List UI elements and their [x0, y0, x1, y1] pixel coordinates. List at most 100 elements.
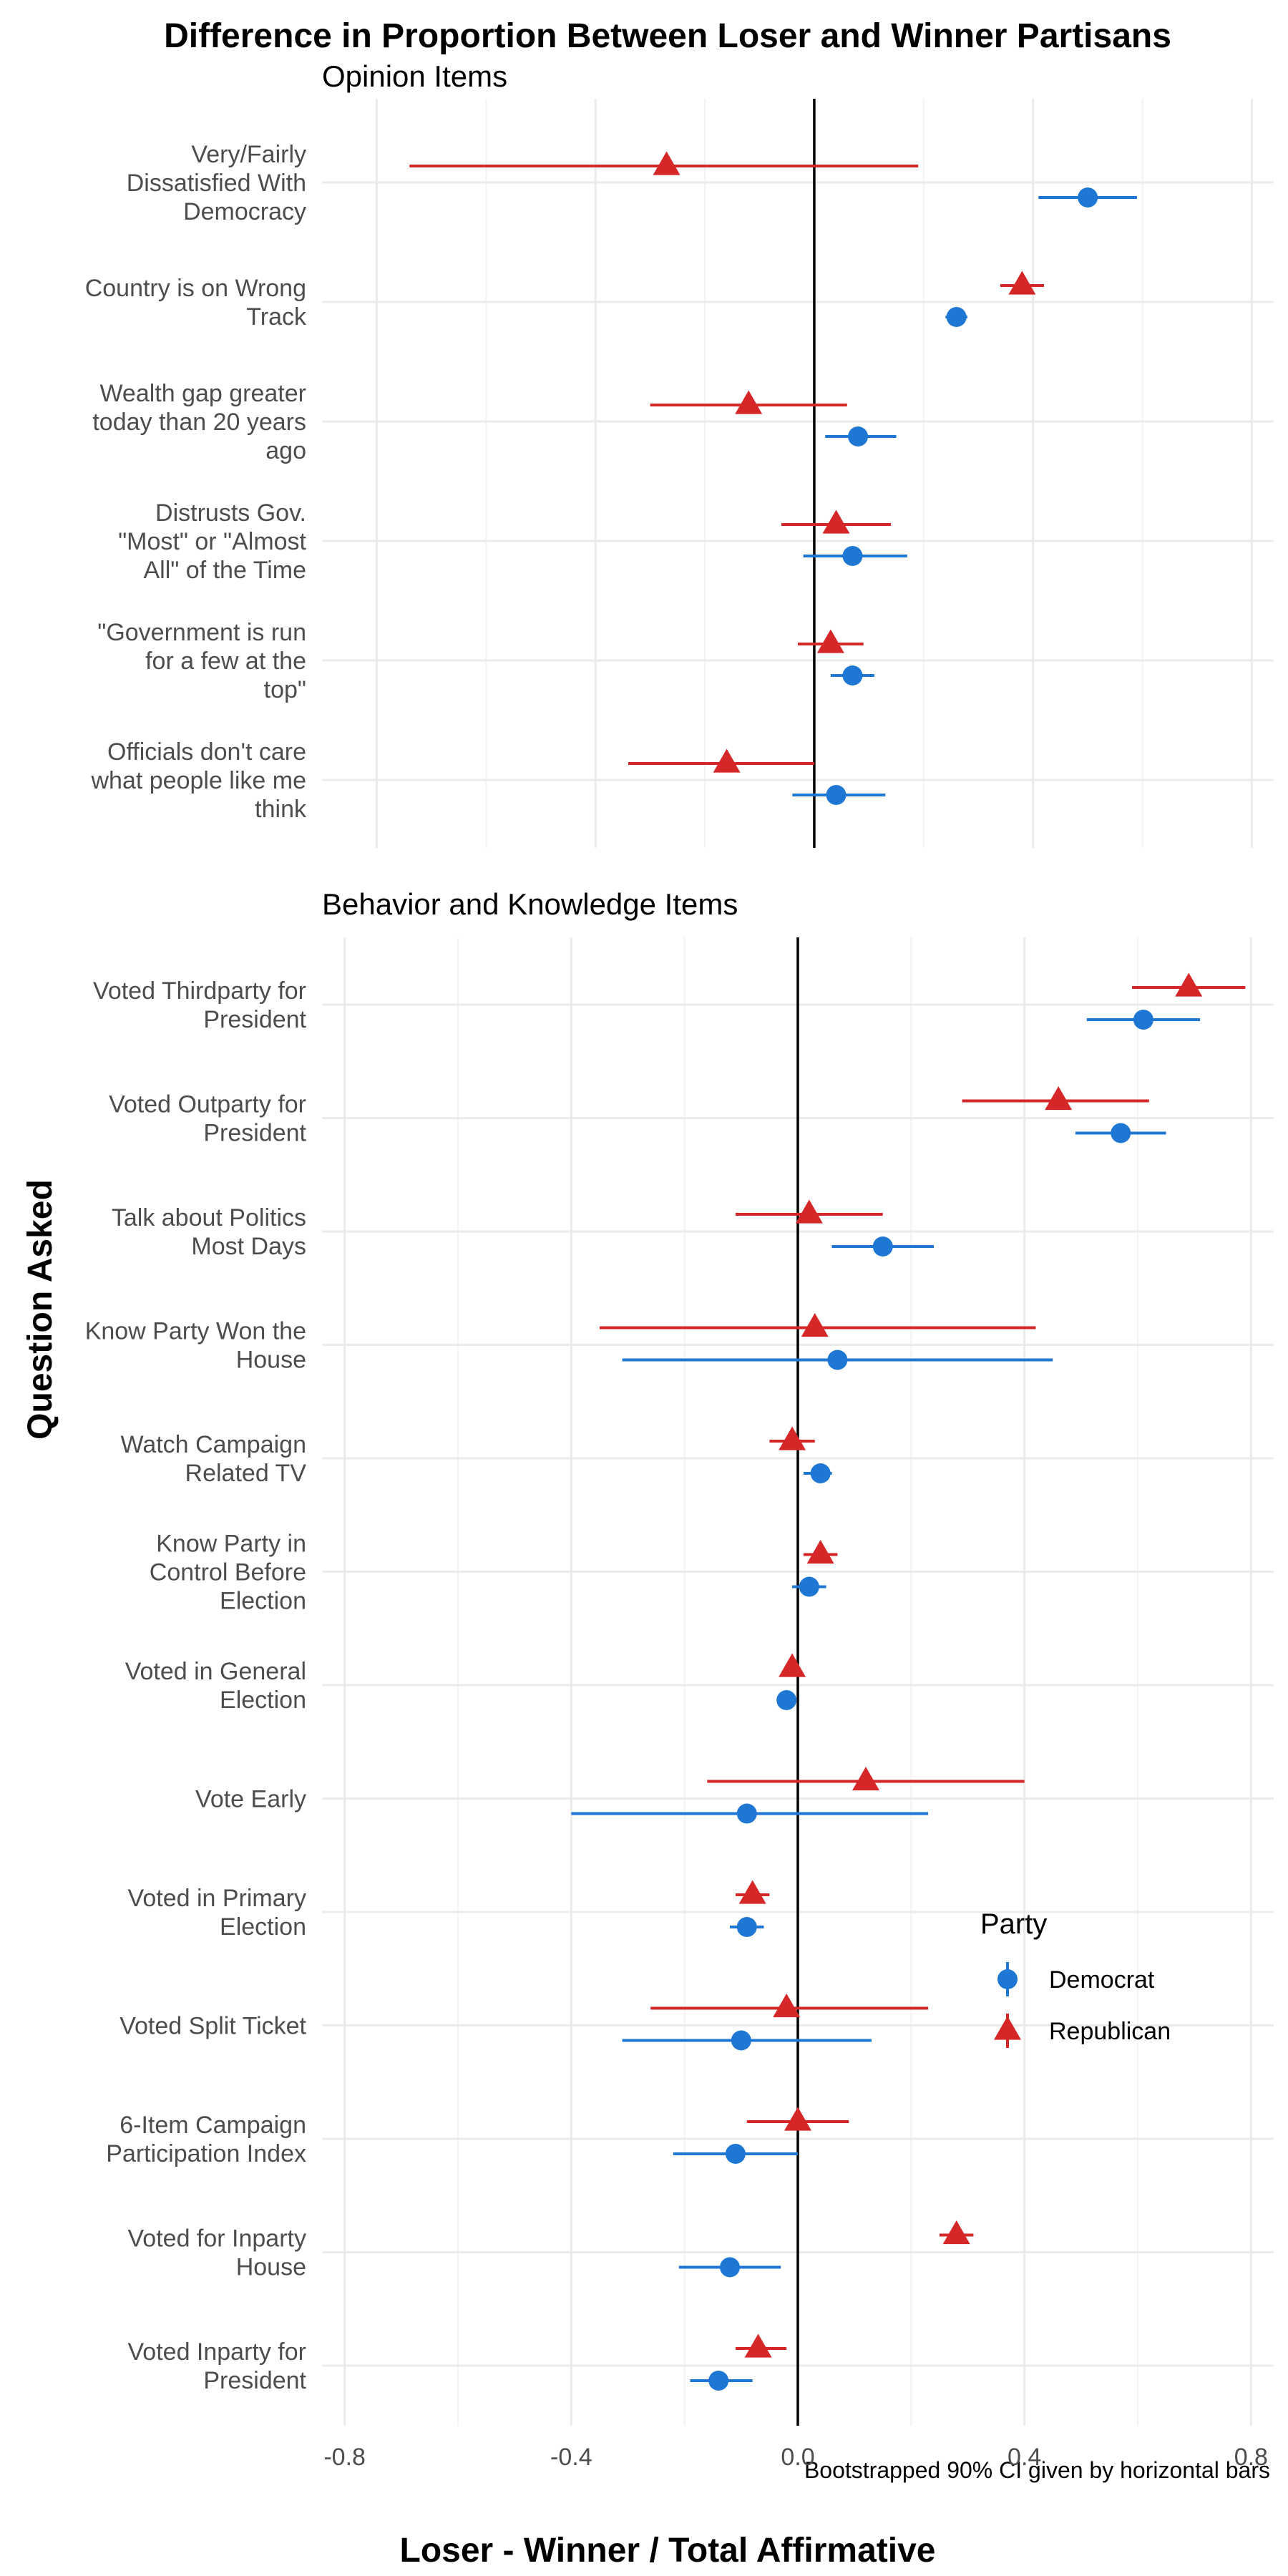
- x-tick-label: 0.8: [1234, 2444, 1268, 2471]
- republican-point: [942, 2220, 970, 2245]
- category-label: Voted for Inparty: [128, 2225, 307, 2253]
- category-label: 6-Item Campaign: [119, 2112, 306, 2139]
- legend-entries: Democrat Republican: [994, 1962, 1171, 2048]
- category-label: Track: [246, 303, 307, 331]
- category-label: Most Days: [191, 1233, 306, 1260]
- democrat-point: [1133, 1010, 1153, 1030]
- democrat-point: [708, 2371, 729, 2391]
- democrat-point: [1078, 187, 1098, 208]
- category-label: House: [236, 2254, 306, 2281]
- legend: Party Democrat Republican: [980, 1908, 1171, 2048]
- category-label: Participation Index: [106, 2140, 306, 2167]
- x-tick-label: -0.4: [550, 2444, 592, 2471]
- democrat-point: [720, 2257, 740, 2278]
- x-tick-label: 0.4: [1008, 2444, 1041, 2471]
- category-label: Voted in Primary: [128, 1885, 306, 1912]
- republican-point: [806, 1540, 834, 1564]
- category-label: President: [203, 2367, 306, 2394]
- category-label: All" of the Time: [144, 557, 307, 584]
- category-label: House: [236, 1347, 306, 1374]
- republican-point: [735, 390, 763, 414]
- category-label: President: [203, 1006, 306, 1033]
- category-label: Vote Early: [195, 1786, 306, 1813]
- x-axis-title: Loser - Winner / Total Affirmative: [400, 2532, 936, 2570]
- republican-point: [822, 509, 850, 534]
- category-label: Election: [220, 1588, 306, 1615]
- category-label: Watch Campaign: [120, 1431, 306, 1458]
- y-axis-title: Question Asked: [21, 1179, 59, 1440]
- democrat-point: [946, 307, 967, 327]
- democrat-point: [736, 1917, 757, 1937]
- category-label: Voted Split Ticket: [119, 2013, 306, 2040]
- category-label: Voted Inparty for: [128, 2338, 307, 2366]
- democrat-point: [848, 426, 869, 447]
- category-label: "Most" or "Almost: [118, 528, 306, 555]
- category-label: today than 20 years: [92, 409, 306, 436]
- democrat-point: [725, 2144, 746, 2164]
- category-label: President: [203, 1120, 306, 1147]
- category-label: Distrusts Gov.: [155, 499, 306, 527]
- chart-title: Difference in Proportion Between Loser a…: [164, 17, 1171, 55]
- category-label: top": [264, 676, 306, 703]
- republican-point: [852, 1767, 879, 1791]
- category-label: Talk about Politics: [112, 1204, 306, 1231]
- panel-title-behavior: Behavior and Knowledge Items: [322, 887, 738, 921]
- category-label: Officials don't care: [107, 738, 306, 766]
- legend-label: Republican: [1049, 2018, 1171, 2045]
- legend-key-circle: [997, 1969, 1018, 1989]
- chart-caption: Bootstrapped 90% CI given by horizontal …: [804, 2457, 1270, 2483]
- category-label: for a few at the: [145, 648, 306, 675]
- democrat-point: [842, 665, 863, 686]
- category-label: Country is on Wrong: [85, 275, 306, 302]
- democrat-point: [826, 785, 847, 805]
- republican-point: [795, 1199, 823, 1224]
- category-label: Know Party in: [156, 1531, 306, 1558]
- republican-point: [1175, 972, 1203, 997]
- legend-label: Democrat: [1049, 1966, 1155, 1994]
- republican-point: [713, 748, 741, 773]
- republican-point: [784, 2107, 811, 2131]
- category-label: Democracy: [183, 198, 306, 225]
- republican-point: [744, 2333, 772, 2358]
- republican-point: [816, 629, 844, 653]
- category-label: Very/Fairly: [191, 141, 306, 168]
- democrat-point: [776, 1690, 797, 1710]
- republican-point: [779, 1426, 806, 1450]
- legend-title: Party: [980, 1908, 1047, 1940]
- democrat-point: [810, 1463, 831, 1483]
- republican-point: [779, 1653, 806, 1677]
- category-label: "Government is run: [97, 619, 306, 646]
- republican-point: [1045, 1086, 1073, 1111]
- category-label: Dissatisfied With: [127, 170, 306, 197]
- x-tick-label: -0.8: [323, 2444, 366, 2471]
- republican-point: [738, 1880, 766, 1904]
- republican-point: [1008, 270, 1036, 295]
- democrat-point: [731, 2030, 751, 2051]
- democrat-point: [736, 1803, 757, 1824]
- democrat-point: [1111, 1123, 1131, 1143]
- republican-point: [653, 151, 680, 175]
- republican-point: [773, 1994, 801, 2018]
- category-label: think: [255, 796, 307, 823]
- democrat-point: [799, 1576, 819, 1597]
- category-label: Voted Thirdparty for: [93, 977, 306, 1005]
- x-tick-label: 0.0: [781, 2444, 814, 2471]
- category-label: Election: [220, 1913, 306, 1941]
- category-label: Related TV: [185, 1460, 307, 1487]
- democrat-point: [842, 546, 863, 566]
- category-label: Election: [220, 1687, 306, 1714]
- category-label: ago: [265, 437, 306, 464]
- democrat-point: [827, 1350, 848, 1370]
- category-label: Wealth gap greater: [99, 380, 306, 407]
- category-label: Voted Outparty for: [109, 1091, 306, 1118]
- category-label: Know Party Won the: [85, 1318, 306, 1345]
- legend-key-triangle: [994, 2016, 1021, 2040]
- category-label: what people like me: [90, 767, 306, 794]
- panel-title-opinion: Opinion Items: [322, 59, 507, 93]
- category-label: Control Before: [150, 1559, 306, 1586]
- republican-point: [801, 1313, 829, 1337]
